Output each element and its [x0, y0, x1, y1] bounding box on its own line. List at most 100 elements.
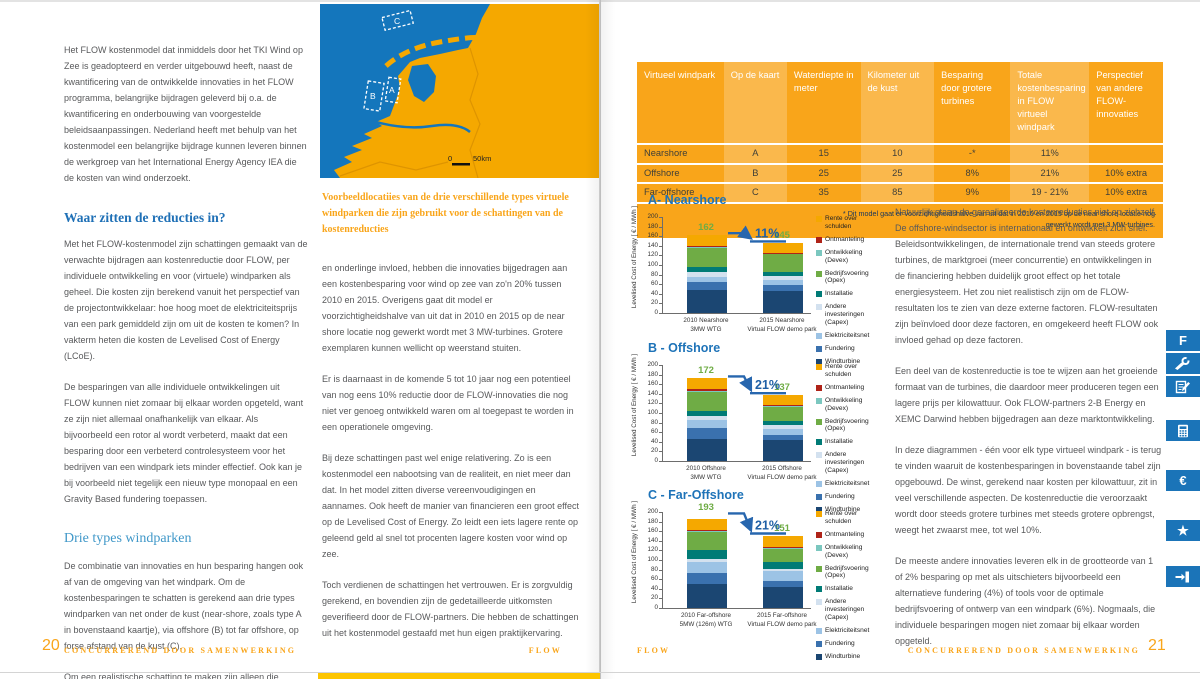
legend-label: Rente over schulden: [825, 510, 858, 525]
bar-segment-andere-investeringen-capex-: [763, 425, 803, 429]
paragraph: Natuurlijk staan de gerealiseerde kosten…: [895, 207, 1159, 346]
y-tick-mark: [659, 365, 662, 366]
bar-segment-bedrijfsvoering-opex-: [687, 248, 727, 268]
legend-swatch: [816, 653, 822, 660]
y-tick-label: 160: [647, 527, 658, 535]
legend-swatch: [816, 418, 822, 425]
table-cell: Nearshore: [644, 148, 688, 159]
y-tick-mark: [659, 284, 662, 286]
page-gutter: [599, 0, 601, 679]
y-tick-label: 0: [654, 457, 658, 464]
chart-plot-area: 0 20 40 60 80 100 120 140 160 180 200 Levelised Cos…: [630, 341, 886, 489]
legend-label: Installatie: [825, 290, 853, 298]
bar-segment-ontmanteling: [763, 547, 803, 548]
side-tab-document-pen: [1166, 376, 1200, 397]
bar-segment-elektriciteitsnet: [763, 570, 803, 582]
bar-segment-andere-investeringen-capex-: [687, 271, 727, 277]
footer-brand-left: FLOW: [528, 646, 562, 655]
bar-segment-fundering: [763, 434, 803, 441]
bar-segment-installatie: [763, 421, 803, 425]
bar-segment-andere-investeringen-capex-: [687, 558, 727, 563]
paragraph: Het FLOW kostenmodel dat inmiddels door …: [64, 45, 307, 184]
legend-swatch: [816, 270, 822, 277]
site-label-b: B: [370, 91, 376, 101]
legend-swatch: [816, 586, 822, 593]
paragraph: Bij deze schattingen past wel enige rela…: [322, 453, 579, 560]
y-tick-mark: [659, 217, 662, 218]
paragraph: Met het FLOW-kostenmodel zijn schattinge…: [64, 239, 308, 362]
bar-segment-ontmanteling: [687, 389, 727, 391]
table-cell: A: [723, 145, 787, 163]
legend-item: Windturbine: [816, 506, 884, 514]
legend-swatch: [816, 216, 822, 222]
plot: [662, 365, 811, 462]
side-tab-euro: €: [1166, 470, 1200, 491]
side-tab-exit-door: [1166, 566, 1200, 587]
y-tick-mark: [659, 521, 662, 523]
scale-bar: [452, 163, 470, 166]
bar-segment-elektriciteitsnet: [763, 428, 803, 435]
y-tick-label: 200: [647, 508, 658, 515]
chart-c-far-offshore: C - Far-Offshore 0 20 40 60 80 100 120 140 160 18…: [630, 488, 886, 660]
table-body: Nearshore A 15 10 -* 11% Offshore B 25 25 8% 21% 10%…: [637, 143, 1163, 204]
x-axis-label: 2015 Offshore Virtual FLOW demo park: [747, 465, 817, 481]
legend-swatch: [816, 249, 822, 256]
legend-swatch: [816, 384, 822, 391]
legend-label: Bedrijfsvoering (Opex): [825, 564, 869, 580]
legend-item: Ontmanteling: [816, 531, 884, 539]
legend-swatch: [816, 358, 822, 365]
reduction-arrow: 21%: [662, 512, 810, 608]
table-cell: 85: [860, 184, 935, 202]
legend-swatch: [816, 511, 822, 517]
letter-f-icon: F: [1179, 333, 1187, 348]
map-caption: Voorbeeldlocatiies van de drie verschill…: [322, 192, 569, 235]
bar-segment-andere-investeringen-capex-: [763, 568, 803, 571]
map-wadden-islands: [384, 35, 481, 68]
bar-segment-installatie: [763, 272, 803, 276]
y-tick-mark: [659, 393, 662, 395]
y-tick-label: 120: [647, 399, 658, 407]
chart-a-nearshore: A- Nearshore 0 20 40 60 80 100 120 140 160 180 200…: [630, 193, 886, 365]
y-tick-mark: [659, 550, 662, 552]
y-tick-label: 0: [654, 309, 658, 316]
legend-item: Installatie: [816, 438, 884, 446]
reduction-arrow: 11%: [662, 217, 810, 313]
map-land: [334, 4, 599, 178]
table-cell: 25: [818, 167, 829, 178]
legend-item: Rente over schulden: [816, 215, 884, 231]
bar-segment-ontmanteling: [763, 404, 803, 406]
y-tick-mark: [659, 579, 662, 581]
footer-brand-right: FLOW: [637, 646, 671, 655]
y-tick-mark: [659, 422, 662, 424]
y-tick-label: 20: [650, 594, 658, 602]
bar-segment-ontmanteling: [687, 530, 727, 532]
table-cell: 15: [818, 148, 829, 159]
y-axis-title: Levelised Cost of Energy [ € / MWh ]: [631, 353, 638, 457]
y-tick-label: 100: [647, 261, 658, 268]
chart-plot-area: 0 20 40 60 80 100 120 140 160 180 200 Levelised Cos…: [630, 488, 886, 636]
table-cell: [1089, 145, 1163, 163]
gutter-shadow: [601, 0, 615, 679]
chart-title: C - Far-Offshore: [648, 488, 744, 502]
table-row: Offshore B 25 25 8% 21% 10% extra: [637, 162, 1163, 183]
gutter-shadow: [585, 0, 599, 679]
bar-segment-ontwikkeling-devex-: [687, 390, 727, 392]
y-tick-mark: [659, 451, 662, 453]
legend-label: Andere investeringen (Capex): [825, 598, 865, 622]
y-tick-label: 60: [650, 575, 658, 583]
plot: [662, 217, 811, 314]
y-tick-label: 100: [647, 409, 658, 416]
y-tick-label: 160: [647, 232, 658, 240]
page-bottom-edge: [0, 672, 1200, 673]
chart-plot-area: 0 20 40 60 80 100 120 140 160 180 200 Levelised Cos…: [630, 193, 886, 341]
table-cell: Far-offshore: [644, 187, 695, 198]
map-rivers: [375, 120, 471, 134]
x-axis-label: 2010 Offshore 3MW WTG: [686, 465, 726, 481]
site-box-a: [384, 76, 402, 104]
y-tick-label: 140: [647, 389, 658, 397]
section-heading-reducties: Waar zitten de reducties in?: [64, 210, 226, 226]
legend-item: Ontwikkeling (Devex): [816, 544, 884, 560]
table-header-cell: Kilometer uit de kust: [860, 62, 935, 144]
chart-legend: Rente over schulden Ontmanteling Ontwikkel…: [816, 215, 884, 371]
y-tick-mark: [659, 293, 662, 295]
